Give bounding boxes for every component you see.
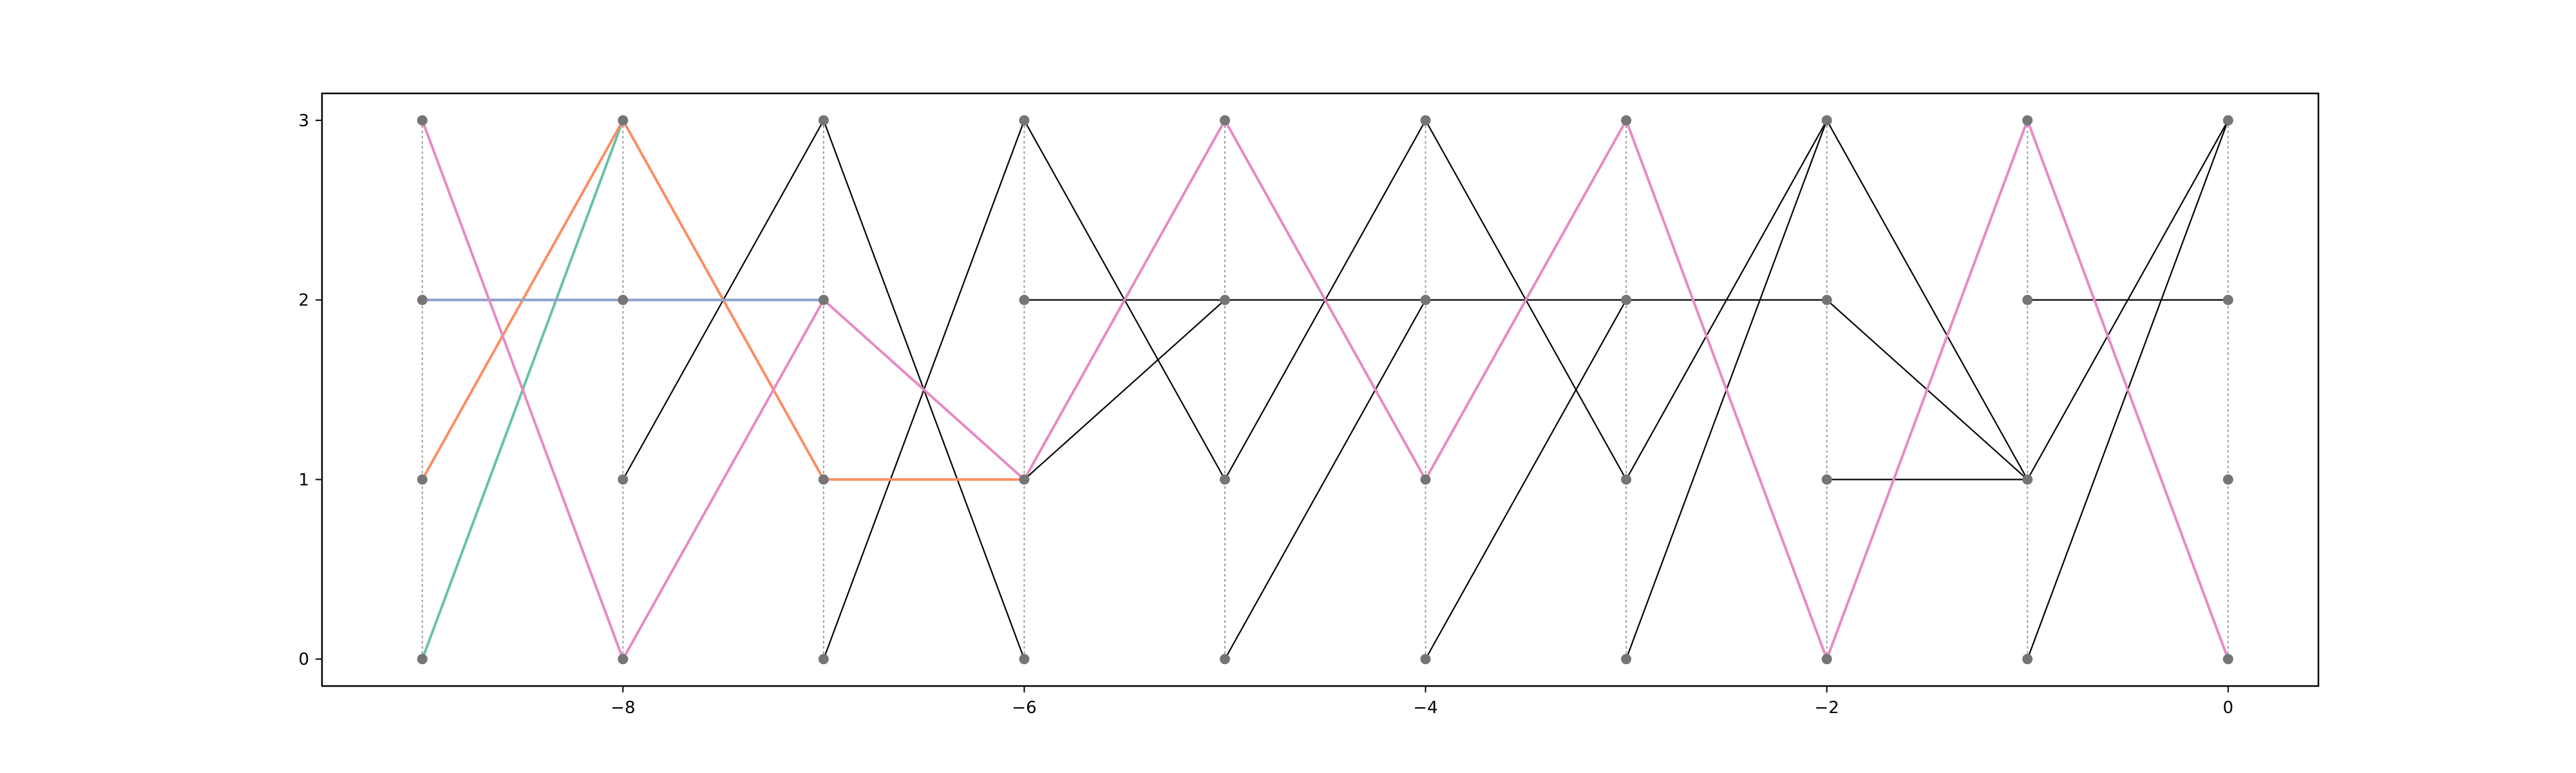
node-point	[2222, 294, 2233, 305]
plot-area-frame	[321, 92, 2320, 687]
node-point	[818, 474, 829, 485]
node-point	[818, 115, 829, 126]
node-point	[2022, 294, 2033, 305]
black-edge	[1425, 300, 1627, 660]
node-point	[618, 474, 629, 485]
node-point	[2222, 654, 2233, 665]
x-tick-label: −2	[1815, 698, 1839, 718]
node-point	[1220, 115, 1231, 126]
x-tick-label: −4	[1413, 698, 1437, 718]
node-point	[2022, 654, 2033, 665]
node-point	[417, 654, 428, 665]
node-point	[1621, 115, 1632, 126]
x-tick-label: −6	[1012, 698, 1036, 718]
black-edge	[1023, 299, 1226, 481]
node-point	[1019, 294, 1030, 305]
x-tick-label: −8	[611, 698, 635, 718]
node-point	[1420, 115, 1431, 126]
node-point	[1821, 115, 1832, 126]
black-edge	[1826, 120, 2029, 480]
node-point	[2022, 115, 2033, 126]
node-point	[2222, 474, 2233, 485]
node-point	[1821, 474, 1832, 485]
node-point	[1220, 474, 1231, 485]
node-point	[818, 654, 829, 665]
node-point	[1821, 294, 1832, 305]
node-point	[2222, 115, 2233, 126]
node-point	[1420, 474, 1431, 485]
y-tick-label: 0	[298, 650, 309, 669]
node-point	[1420, 294, 1431, 305]
node-point	[1019, 115, 1030, 126]
nodes	[417, 115, 2233, 665]
node-point	[618, 654, 629, 665]
node-point	[1019, 654, 1030, 665]
node-point	[618, 115, 629, 126]
y-axis-ticks: 0 1 2 3	[298, 111, 322, 669]
series-line	[421, 119, 2230, 661]
node-point	[417, 115, 428, 126]
node-point	[1220, 654, 1231, 665]
black-edge	[1224, 300, 1426, 660]
y-tick-label: 3	[298, 111, 309, 131]
node-point	[417, 474, 428, 485]
node-point	[618, 294, 629, 305]
node-point	[1821, 654, 1832, 665]
column-guides	[421, 120, 2229, 660]
node-point	[1621, 474, 1632, 485]
node-point	[1621, 294, 1632, 305]
node-point	[818, 294, 829, 305]
node-point	[1420, 654, 1431, 665]
node-point	[1621, 654, 1632, 665]
y-tick-label: 2	[298, 291, 309, 310]
node-point	[2022, 474, 2033, 485]
node-point	[417, 294, 428, 305]
x-tick-label: 0	[2223, 698, 2234, 718]
node-point	[1019, 474, 1030, 485]
x-axis-ticks: −8 −6 −4 −2 0	[611, 686, 2233, 718]
y-tick-label: 1	[298, 470, 309, 490]
node-point	[1220, 294, 1231, 305]
